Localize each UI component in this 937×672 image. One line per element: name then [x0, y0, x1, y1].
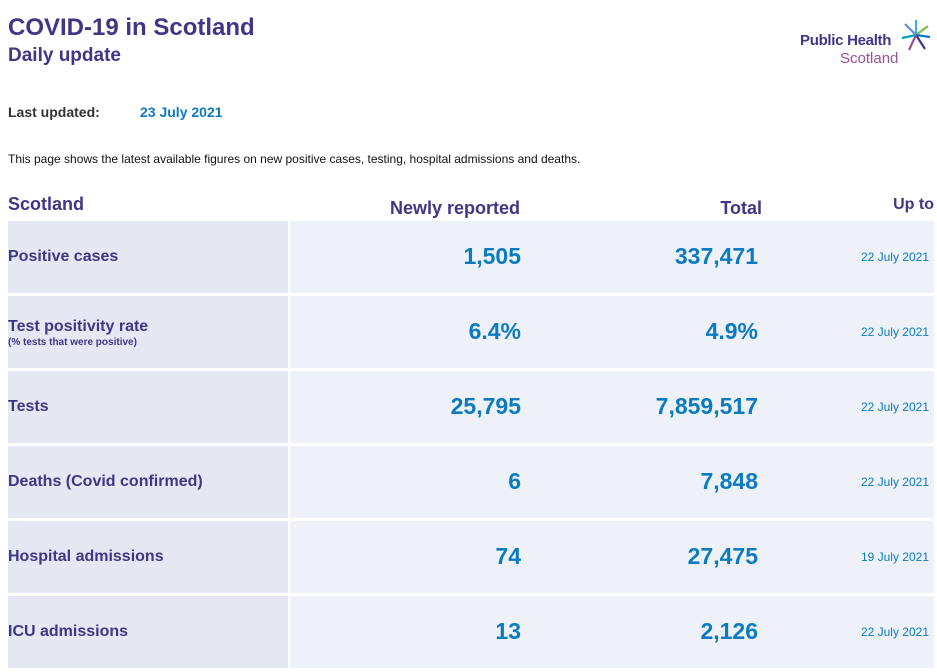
total-value: 27,475	[687, 543, 758, 569]
newly-reported-value: 25,795	[450, 393, 521, 419]
row-label: Hospital admissions	[8, 548, 164, 565]
star-burst-icon	[901, 20, 931, 51]
total-value: 4.9%	[705, 318, 758, 344]
page-title: COVID-19 in Scotland	[8, 14, 255, 41]
newly-reported-value: 13	[495, 618, 521, 644]
total-value: 7,848	[700, 468, 758, 494]
up-to-date: 22 July 2021	[860, 325, 929, 339]
value-cell	[290, 596, 934, 668]
up-to-date: 22 July 2021	[860, 475, 929, 489]
row-label: Tests	[8, 398, 49, 415]
logo-text-scotland: Scotland	[840, 50, 899, 67]
label-cell	[8, 446, 288, 518]
label-cell	[8, 221, 288, 293]
table-row: Hospital admissions 74 27,475 19 July 20…	[8, 521, 934, 593]
newly-reported-value: 74	[495, 543, 521, 569]
value-cell	[290, 446, 934, 518]
row-sublabel: (% tests that were positive)	[8, 337, 137, 348]
intro-text: This page shows the latest available fig…	[8, 152, 581, 166]
last-updated-label: Last updated:	[8, 104, 100, 120]
up-to-date: 22 July 2021	[860, 250, 929, 264]
total-value: 337,471	[674, 243, 758, 269]
phs-logo: Public Health Scotland	[800, 18, 936, 70]
last-updated-value: 23 July 2021	[140, 104, 223, 120]
row-label: Test positivity rate	[8, 318, 149, 335]
page-subtitle: Daily update	[8, 45, 121, 66]
value-cell	[290, 221, 934, 293]
row-label: ICU admissions	[8, 623, 129, 640]
table-row: ICU admissions 13 2,126 22 July 2021	[8, 596, 934, 668]
table-row: Test positivity rate (% tests that were …	[8, 296, 934, 368]
newly-reported-value: 6.4%	[468, 318, 521, 344]
label-cell	[8, 371, 288, 443]
column-header-total: Total	[720, 198, 762, 218]
logo-text-public-health: Public Health	[800, 32, 892, 49]
up-to-date: 22 July 2021	[860, 400, 929, 414]
column-header-up-to: Up to	[893, 196, 934, 213]
table-row: Positive cases 1,505 337,471 22 July 202…	[8, 221, 934, 293]
column-header-region: Scotland	[8, 194, 85, 214]
up-to-date: 19 July 2021	[860, 550, 929, 564]
row-label: Positive cases	[8, 248, 119, 265]
table-row: Deaths (Covid confirmed) 6 7,848 22 July…	[8, 446, 934, 518]
up-to-date: 22 July 2021	[860, 625, 929, 639]
value-cell	[290, 371, 934, 443]
value-cell	[290, 296, 934, 368]
table-row: Tests 25,795 7,859,517 22 July 2021	[8, 371, 934, 443]
total-value: 7,859,517	[655, 393, 758, 419]
newly-reported-value: 6	[508, 468, 521, 494]
total-value: 2,126	[700, 618, 758, 644]
label-cell	[8, 521, 288, 593]
label-cell	[8, 296, 288, 368]
row-label: Deaths (Covid confirmed)	[8, 473, 203, 490]
label-cell	[8, 596, 288, 668]
newly-reported-value: 1,505	[463, 243, 521, 269]
value-cell	[290, 521, 934, 593]
column-header-newly-reported: Newly reported	[390, 198, 521, 218]
